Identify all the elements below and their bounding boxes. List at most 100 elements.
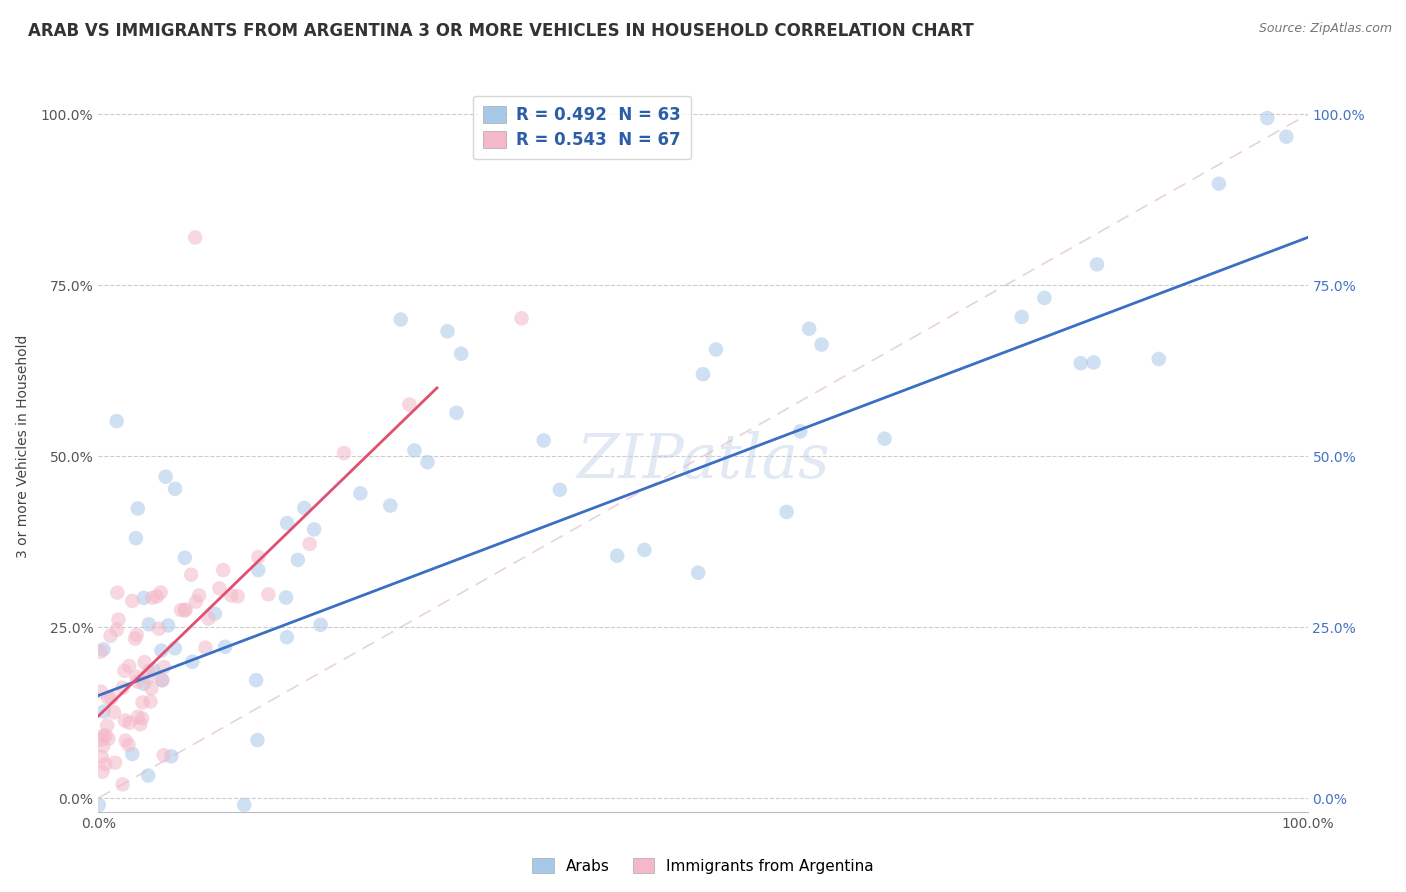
Point (450, 347, 472, 361)
Point (349, 486, 371, 500)
Point (292, 501, 315, 516)
Legend: R = 0.492  N = 63, R = 0.543  N = 67: R = 0.492 N = 63, R = 0.543 N = 67 (472, 96, 692, 159)
Point (1256, 111, 1278, 125)
Point (276, 516, 298, 530)
Point (125, 628, 148, 642)
Point (184, 230, 207, 244)
Point (142, 591, 165, 605)
Point (94, 757, 117, 772)
Point (114, 714, 136, 728)
Point (226, 589, 249, 603)
Point (245, 673, 267, 688)
Point (149, 585, 172, 599)
Point (125, 531, 148, 545)
Point (1011, 310, 1033, 324)
Point (111, 777, 134, 791)
Point (114, 733, 136, 747)
Point (118, 715, 141, 730)
Point (91, 764, 114, 779)
Point (247, 550, 270, 565)
Point (194, 640, 217, 655)
Point (97, 731, 120, 746)
Text: Source: ZipAtlas.com: Source: ZipAtlas.com (1258, 22, 1392, 36)
Point (692, 368, 714, 382)
Point (141, 681, 163, 696)
Point (274, 591, 297, 605)
Point (146, 590, 169, 604)
Point (1083, 355, 1105, 369)
Text: ZIPatlas: ZIPatlas (576, 431, 830, 491)
Point (188, 589, 211, 603)
Point (150, 673, 173, 687)
Point (155, 469, 177, 483)
Point (90, 732, 112, 747)
Point (97, 690, 120, 705)
Point (797, 321, 820, 335)
Point (131, 711, 153, 725)
Point (389, 312, 412, 326)
Point (1275, 129, 1298, 144)
Point (112, 664, 135, 678)
Point (87, 797, 110, 812)
Point (153, 660, 176, 674)
Point (132, 591, 155, 605)
Point (134, 655, 156, 669)
Point (127, 501, 149, 516)
Point (111, 681, 134, 695)
Point (287, 553, 309, 567)
Point (606, 549, 628, 563)
Point (157, 618, 180, 632)
Point (380, 499, 402, 513)
Point (90, 750, 112, 764)
Point (132, 676, 155, 690)
Point (103, 705, 125, 719)
Point (93, 642, 115, 657)
Point (174, 602, 197, 616)
Point (1208, 177, 1230, 191)
Point (121, 594, 143, 608)
Point (165, 482, 187, 496)
Point (131, 696, 153, 710)
Point (91, 729, 114, 743)
Point (136, 670, 159, 684)
Point (138, 617, 160, 632)
Point (775, 505, 797, 519)
Point (180, 567, 202, 582)
Point (398, 398, 420, 412)
Point (150, 643, 173, 657)
Point (94, 728, 117, 742)
Point (1147, 351, 1170, 366)
Point (121, 747, 143, 761)
Point (704, 343, 727, 357)
Point (873, 432, 896, 446)
Point (184, 595, 207, 609)
Point (197, 611, 219, 625)
Point (1085, 257, 1108, 271)
Point (142, 663, 165, 677)
Point (118, 659, 141, 673)
Point (208, 582, 231, 596)
Point (1033, 291, 1056, 305)
Point (204, 607, 226, 621)
Y-axis label: 3 or more Vehicles in Household: 3 or more Vehicles in Household (15, 334, 30, 558)
Point (160, 749, 183, 764)
Point (100, 629, 122, 643)
Text: ARAB VS IMMIGRANTS FROM ARGENTINA 3 OR MORE VEHICLES IN HOUSEHOLD CORRELATION CH: ARAB VS IMMIGRANTS FROM ARGENTINA 3 OR M… (28, 22, 974, 40)
Point (93, 705, 115, 719)
Point (302, 522, 325, 536)
Point (105, 623, 128, 637)
Point (810, 337, 832, 351)
Point (139, 695, 162, 709)
Point (276, 630, 298, 644)
Point (90, 684, 112, 698)
Point (117, 738, 139, 752)
Point (124, 632, 146, 646)
Point (89, 645, 111, 659)
Point (1070, 356, 1092, 370)
Point (129, 717, 152, 731)
Point (181, 655, 204, 669)
Point (233, 797, 256, 812)
Legend: Arabs, Immigrants from Argentina: Arabs, Immigrants from Argentina (526, 852, 880, 880)
Point (219, 588, 242, 602)
Point (105, 585, 128, 599)
